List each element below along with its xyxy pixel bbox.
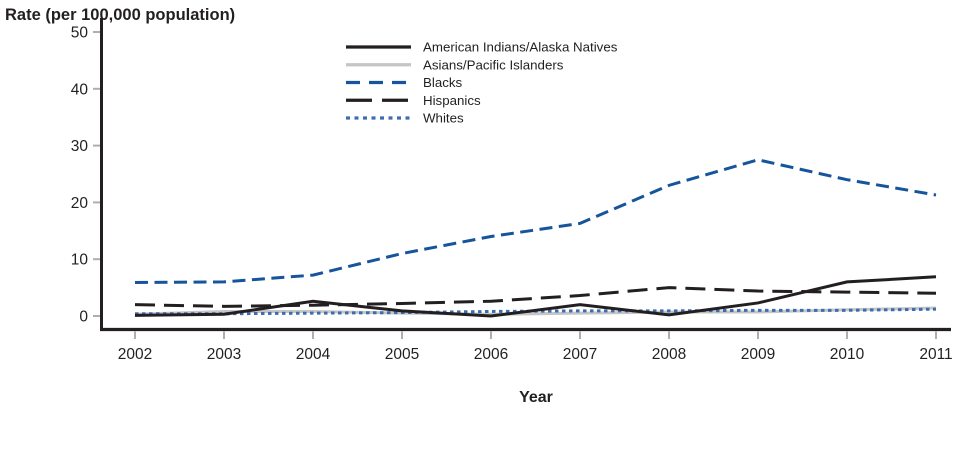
y-tick-label: 20 bbox=[71, 195, 89, 212]
legend-label: Whites bbox=[423, 111, 464, 126]
legend-label: Hispanics bbox=[423, 93, 481, 108]
y-tick-label: 30 bbox=[71, 138, 89, 155]
y-tick-label: 40 bbox=[71, 81, 89, 98]
legend-label: American Indians/Alaska Natives bbox=[423, 40, 618, 55]
legend-item: Blacks bbox=[346, 75, 463, 90]
x-tick-label: 2002 bbox=[118, 346, 152, 363]
x-tick-label: 2009 bbox=[741, 346, 775, 363]
x-tick-label: 2008 bbox=[652, 346, 686, 363]
x-tick-label: 2007 bbox=[563, 346, 597, 363]
x-tick-label: 2006 bbox=[474, 346, 508, 363]
x-tick-label: 2010 bbox=[830, 346, 865, 363]
x-tick-label: 2005 bbox=[385, 346, 419, 363]
y-tick-label: 10 bbox=[71, 252, 89, 269]
x-axis-title: Year bbox=[519, 389, 553, 406]
x-tick-label: 2004 bbox=[296, 346, 331, 363]
series-lines bbox=[134, 158, 937, 318]
series-line-american-indians-alaska-natives bbox=[134, 275, 937, 318]
chart-title: Rate (per 100,000 population) bbox=[5, 6, 235, 24]
y-tick-label: 50 bbox=[71, 25, 89, 42]
legend-item: Asians/Pacific Islanders bbox=[346, 57, 564, 72]
x-tick-label: 2003 bbox=[207, 346, 241, 363]
x-tick-label: 2011 bbox=[919, 346, 952, 363]
legend: American Indians/Alaska Natives Asians/Pa… bbox=[346, 40, 618, 126]
legend-label: Blacks bbox=[423, 75, 463, 90]
axes: 0 10 20 30 40 50 2002 2003 2004 2005 2006 2007 2008 2… bbox=[71, 18, 953, 363]
legend-item: Whites bbox=[346, 111, 464, 126]
series-line-blacks bbox=[134, 158, 937, 284]
legend-item: American Indians/Alaska Natives bbox=[346, 40, 618, 55]
y-tick-label: 0 bbox=[79, 309, 88, 326]
legend-item: Hispanics bbox=[346, 93, 481, 108]
legend-label: Asians/Pacific Islanders bbox=[423, 57, 564, 72]
